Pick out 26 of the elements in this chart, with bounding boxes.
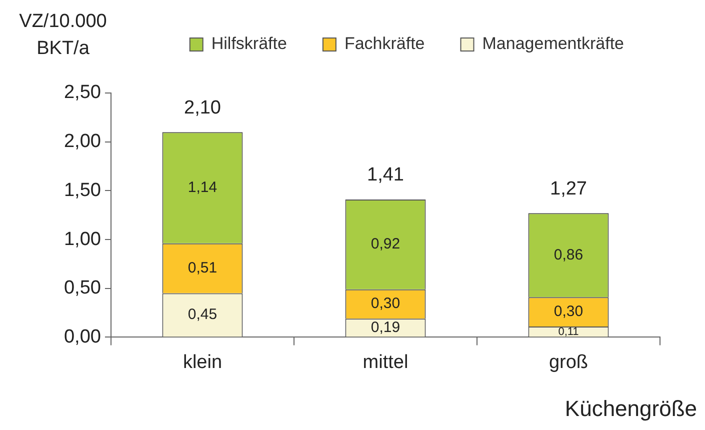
x-axis-title: Küchengröße	[564, 396, 697, 422]
legend-label: Fachkräfte	[344, 34, 425, 54]
y-tick-label: 1,00	[64, 228, 101, 250]
y-tick-label: 1,50	[64, 180, 101, 201]
y-tick-label: 0,50	[64, 278, 101, 299]
total-label: 2,10	[184, 97, 221, 118]
legend-label: Hilfskräfte	[211, 34, 287, 54]
data-label: 0,92	[370, 236, 400, 253]
y-tick-label: 0,00	[64, 326, 101, 348]
data-label: 0,51	[188, 259, 218, 276]
data-label: 0,86	[554, 246, 584, 264]
y-axis-title: VZ/10.000 BKT/a	[18, 10, 108, 61]
total-label: 1,27	[550, 178, 587, 200]
total-label: 1,41	[367, 164, 404, 186]
y-tick-label: 2,50	[64, 82, 101, 104]
data-label: 0,19	[370, 318, 400, 336]
y-tick-label: 2,00	[64, 131, 101, 152]
data-label: 0,11	[558, 326, 579, 338]
data-label: 0,30	[370, 295, 400, 312]
x-tick-label: klein	[182, 352, 222, 373]
data-label: 1,14	[188, 178, 218, 196]
x-tick-label: mittel	[362, 352, 408, 373]
x-tick-label: groß	[548, 352, 588, 373]
data-label: 0,30	[554, 302, 584, 320]
data-label: 0,45	[188, 306, 218, 324]
legend-label: Managementkräfte	[482, 34, 624, 54]
